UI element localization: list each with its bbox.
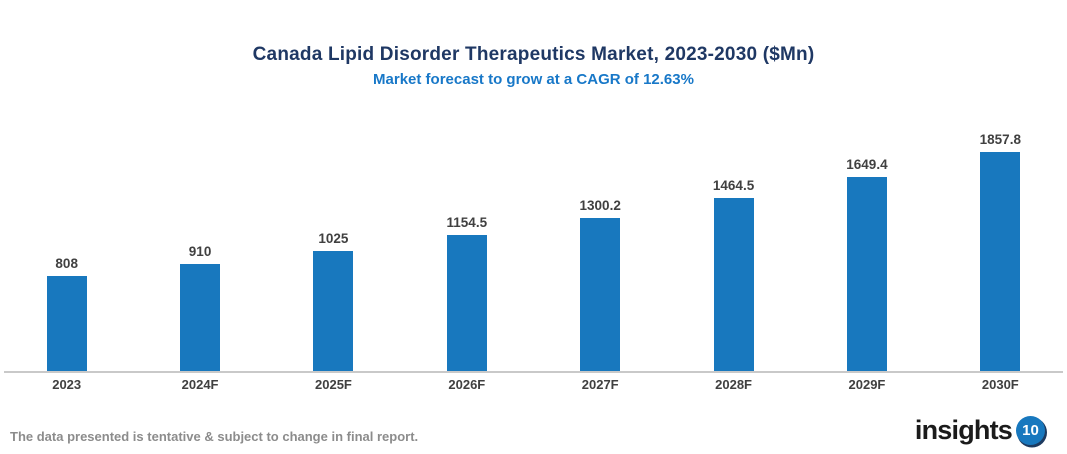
bar-2023 <box>46 276 87 372</box>
x-axis-label-2027F: 2027F <box>581 377 619 392</box>
bar-2026F <box>446 235 487 372</box>
x-axis-label-2025F: 2025F <box>315 377 352 392</box>
x-axis-label-2028F: 2028F <box>715 377 752 392</box>
bar-column-2028F: 1464.5 <box>667 120 800 372</box>
insights10-logo: insights 10 <box>915 415 1045 446</box>
logo-text: insights <box>914 415 1013 445</box>
x-axis-labels: 2023 2024F 2025F 2026F 2027F 2028F 2029F 2030F <box>0 377 1067 392</box>
bar-column-2023: 808 <box>0 120 133 372</box>
bar-value-label: 1300.2 <box>579 197 621 213</box>
x-axis-label-2024F: 2024F <box>181 377 219 392</box>
bar-2030F <box>980 151 1021 372</box>
bar-value-label: 1464.5 <box>712 178 755 194</box>
bar-2025F <box>313 250 354 372</box>
bar-value-label: 1857.8 <box>979 131 1021 147</box>
x-axis-line <box>4 371 1063 373</box>
plot-area: 808 910 1025 1154.5 1300.2 1464.5 1649.4 1857.8 <box>0 120 1067 372</box>
footer-disclaimer: The data presented is tentative & subjec… <box>10 429 419 444</box>
chart-subtitle: Market forecast to grow at a CAGR of 12.… <box>373 71 694 88</box>
bar-column-2030F: 1857.8 <box>934 120 1067 372</box>
bar-column-2029F: 1649.4 <box>800 120 933 372</box>
bar-value-label: 1154.5 <box>446 215 488 231</box>
bar-2028F <box>713 198 754 372</box>
bar-column-2025F: 1025 <box>267 120 400 372</box>
bar-value-label: 1649.4 <box>846 156 888 172</box>
chart-title: Canada Lipid Disorder Therapeutics Marke… <box>252 44 815 65</box>
bar-value-label: 910 <box>188 244 212 260</box>
bar-2029F <box>846 176 887 372</box>
logo-badge-circle: 10 <box>1016 416 1045 445</box>
bar-value-label: 1025 <box>318 230 349 246</box>
bar-2024F <box>180 264 221 372</box>
bar-2027F <box>580 217 621 372</box>
bar-column-2026F: 1154.5 <box>400 120 533 372</box>
x-axis-label-2026F: 2026F <box>448 377 486 392</box>
x-axis-label-2030F: 2030F <box>981 377 1019 392</box>
bar-value-label: 808 <box>55 256 78 272</box>
bar-column-2027F: 1300.2 <box>534 120 667 372</box>
bar-column-2024F: 910 <box>133 120 266 372</box>
x-axis-label-2029F: 2029F <box>848 377 886 392</box>
x-axis-label-2023: 2023 <box>52 377 82 392</box>
